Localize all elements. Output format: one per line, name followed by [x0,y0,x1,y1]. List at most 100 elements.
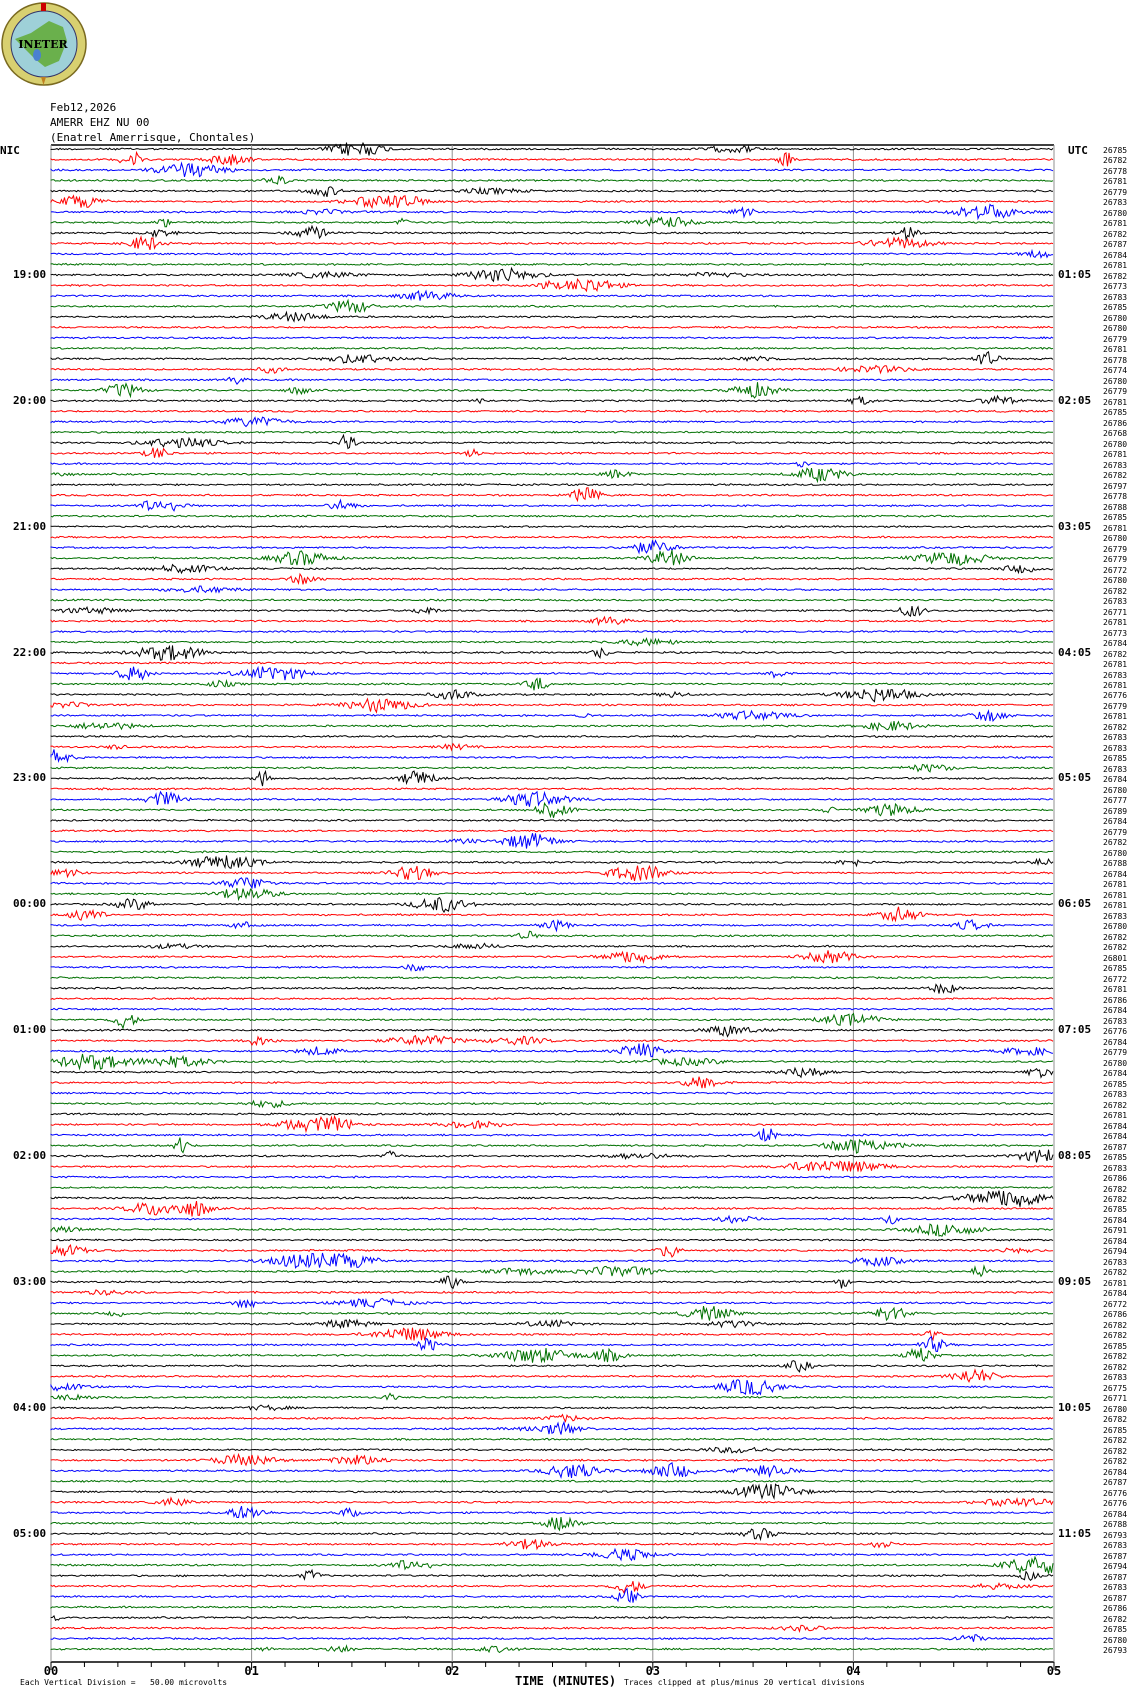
hour-label: 03:05 [1058,519,1092,533]
trace-row [50,409,1054,413]
trace-row [50,1034,1054,1047]
hour-label: 02:00 [13,1149,47,1163]
trace-row [50,382,1054,399]
trace-row [50,1012,1054,1030]
row-count: 26783 [1103,198,1128,208]
trace-row [50,161,1054,178]
hour-label: 02:05 [1058,393,1092,407]
trace-row [50,1175,1054,1179]
trace-row [50,1479,1054,1483]
row-count: 26782 [1103,722,1128,732]
row-count: 26778 [1103,492,1128,502]
trace-row [50,535,1053,539]
trace-row [50,1327,1054,1342]
trace-row [50,266,1054,283]
trace-row [50,1264,1054,1278]
row-count: 26782 [1103,471,1128,481]
trace-row [50,194,1054,209]
channel-label: AMERR EHZ NU 00 [50,116,150,129]
hour-label: 07:05 [1058,1023,1092,1037]
trace-row [50,864,1054,882]
hour-label: 23:00 [13,771,47,785]
row-count: 26785 [1103,964,1128,974]
row-count: 26771 [1103,1394,1128,1404]
row-count: 26794 [1103,1247,1128,1257]
trace-row [50,1066,1054,1079]
row-count: 26768 [1103,429,1128,439]
trace-row [50,433,1054,450]
row-count: 26778 [1103,355,1128,365]
trace-row [50,1128,1054,1142]
row-count: 26781 [1103,901,1128,911]
row-count: 26782 [1103,271,1128,281]
row-count: 26781 [1103,890,1128,900]
trace-row [50,734,1054,739]
row-count: 26785 [1103,754,1128,764]
trace-row [50,1614,1054,1622]
trace-row [50,1318,1054,1330]
row-count: 26781 [1103,397,1128,407]
trace-row [50,661,1054,665]
trace-row [50,1420,1054,1435]
row-count: 26780 [1103,848,1128,858]
trace-row [50,289,1054,301]
row-count: 26776 [1103,691,1128,701]
trace-row [50,1605,1054,1609]
trace-row [50,709,1054,722]
trace-row [50,1413,1054,1423]
trace-row [50,364,1054,375]
trace-row [50,346,1054,350]
trace-row [50,801,1054,819]
trace-row [50,1568,1054,1582]
row-count: 26784 [1103,775,1128,785]
row-count: 26783 [1103,1016,1128,1026]
x-tick-label: 05 [1046,1664,1062,1678]
trace-row [50,598,1054,602]
trace-row [50,790,1054,807]
trace-row [50,644,1054,661]
row-count: 26793 [1103,1530,1128,1540]
row-count: 26781 [1103,261,1128,271]
trace-row [50,141,1054,156]
trace-row [50,1446,1054,1454]
row-count: 26781 [1103,450,1128,460]
row-count: 26782 [1103,1268,1128,1278]
trace-row [50,665,1054,681]
row-count: 26784 [1103,1132,1128,1142]
trace-row [50,742,1054,752]
trace-row [50,1461,1054,1480]
hour-label: 05:00 [13,1526,47,1540]
row-count: 26785 [1103,1153,1128,1163]
row-count: 26780 [1103,208,1128,218]
row-count: 26783 [1103,292,1128,302]
trace-row [50,1538,1054,1551]
row-count: 26772 [1103,974,1128,984]
row-count: 26783 [1103,743,1128,753]
row-count: 26784 [1103,817,1128,827]
trace-row [50,1496,1054,1508]
row-count: 26783 [1103,733,1128,743]
trace-row [50,720,1054,732]
x-tick-label: 03 [645,1664,661,1678]
trace-row [50,498,1054,512]
row-count: 26779 [1103,187,1128,197]
row-count: 26783 [1103,1541,1128,1551]
trace-row [50,298,1054,314]
trace-row [50,585,1054,594]
row-count: 26782 [1103,1457,1128,1467]
trace-row [50,1452,1054,1467]
trace-row [50,950,1054,964]
row-count: 26787 [1103,1142,1128,1152]
trace-row [50,430,1054,434]
trace-row [50,818,1053,823]
row-count: 26779 [1103,334,1128,344]
trace-row [50,186,1053,198]
trace-row [50,1200,1054,1217]
row-count: 26787 [1103,1478,1128,1488]
scale-note: Each Vertical Division = 50.00 microvolt… [20,1678,228,1687]
row-count: 26793 [1103,1646,1128,1656]
hour-label: 06:05 [1058,897,1092,911]
row-count: 26772 [1103,1299,1128,1309]
row-count: 26784 [1103,1006,1128,1016]
trace-row [50,1275,1054,1290]
